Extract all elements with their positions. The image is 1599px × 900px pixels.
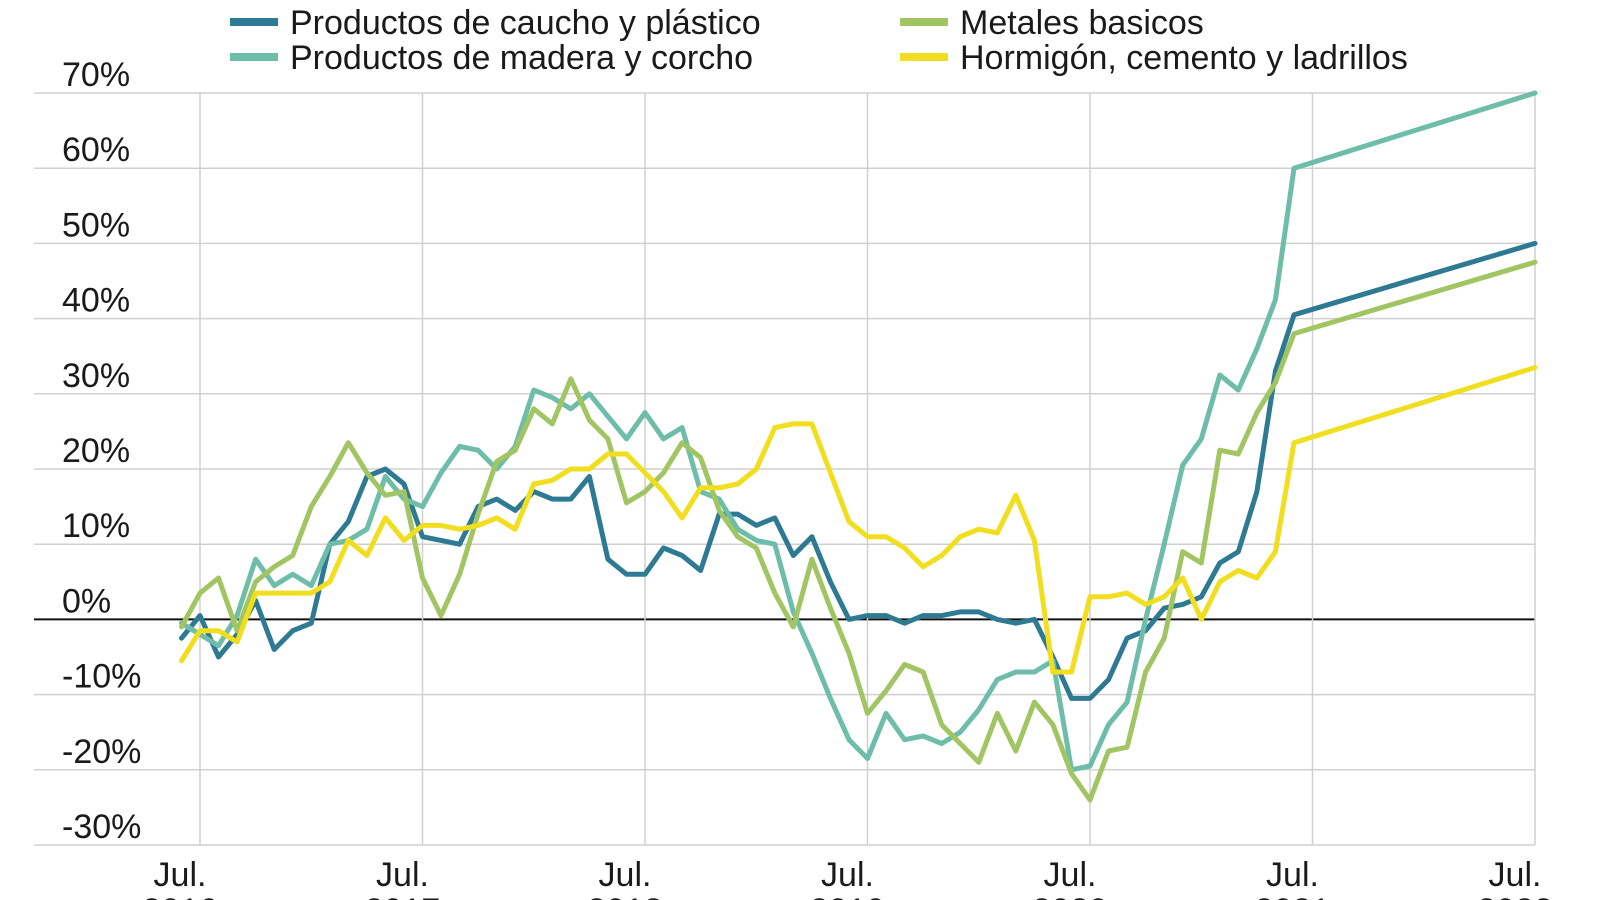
series-line-1 <box>179 240 1538 701</box>
y-tick-label: 30% <box>62 357 130 395</box>
x-tick-label: Jul. <box>1489 856 1542 894</box>
x-tick-label: Jul. <box>821 856 874 894</box>
x-tick-year-label: 2020 <box>1032 892 1108 900</box>
y-tick-label: 10% <box>62 507 130 545</box>
x-tick-label: Jul. <box>599 856 652 894</box>
series-line-4 <box>179 365 1538 675</box>
x-tick-label: Jul. <box>1266 856 1319 894</box>
y-tick-label: -10% <box>62 658 141 696</box>
x-tick-year-label: 2016 <box>142 892 218 900</box>
y-tick-label: 50% <box>62 206 130 244</box>
y-tick-label: -30% <box>62 808 141 846</box>
x-tick-year-label: 2019 <box>810 892 886 900</box>
grid <box>34 92 1536 846</box>
legend-label-4: Hormigón, cemento y ladrillos <box>960 39 1408 77</box>
x-tick-year-label: 2021 <box>1255 892 1331 900</box>
legend: Productos de caucho y plásticoProductos … <box>230 4 1408 77</box>
series-lines <box>179 90 1538 803</box>
y-tick-label: 20% <box>62 432 130 470</box>
x-tick-year-label: 2017 <box>365 892 441 900</box>
y-tick-label: 40% <box>62 282 130 320</box>
y-tick-label: 70% <box>62 56 130 94</box>
series-line-3 <box>179 259 1538 803</box>
legend-label-3: Metales basicos <box>960 4 1204 42</box>
x-tick-year-label: 2018 <box>587 892 663 900</box>
y-tick-label: -20% <box>62 733 141 771</box>
x-tick-year-label: 2022 <box>1477 892 1553 900</box>
y-tick-label: 60% <box>62 131 130 169</box>
axes: 70%60%50%40%30%20%10%0%-10%-20%-30%Jul.2… <box>62 56 1553 900</box>
x-tick-label: Jul. <box>1044 856 1097 894</box>
x-tick-label: Jul. <box>154 856 207 894</box>
series-line-2 <box>179 90 1538 773</box>
y-tick-label: 0% <box>62 582 111 620</box>
x-tick-label: Jul. <box>376 856 429 894</box>
legend-label-1: Productos de caucho y plástico <box>290 4 761 42</box>
legend-label-2: Productos de madera y corcho <box>290 39 753 77</box>
